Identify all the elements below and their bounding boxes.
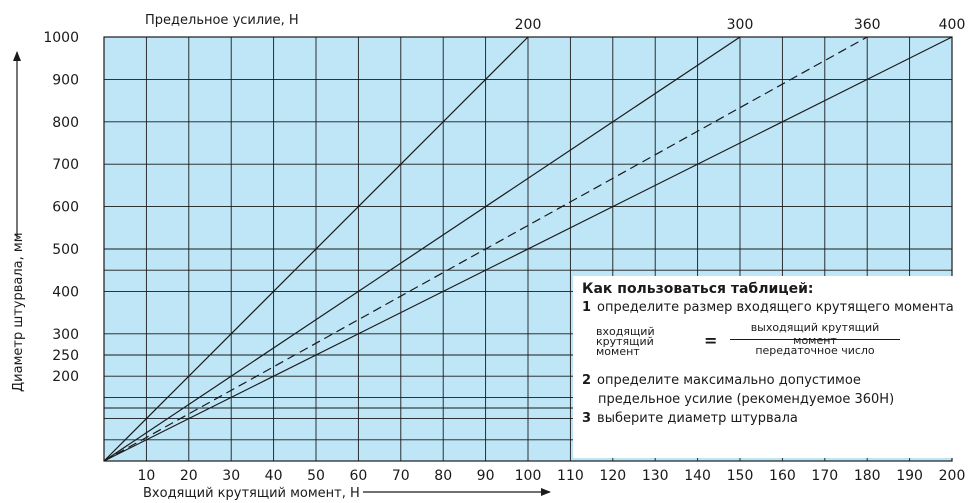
x-tick-10: 10: [137, 468, 155, 484]
x-tick-140: 140: [684, 468, 711, 484]
step-2-note: (рекомендуемое 360Н): [736, 392, 895, 407]
formula: входящий крутящий момент = выходящий кру…: [582, 319, 953, 367]
x-tick-20: 20: [180, 468, 198, 484]
step-1-text: определите размер входящего крутящего мо…: [597, 300, 954, 315]
y-tick-200: 200: [52, 369, 79, 385]
formula-lhs-line-2: крутящий: [596, 335, 654, 348]
x-tick-80: 80: [434, 468, 452, 484]
y-tick-600: 600: [52, 200, 79, 216]
y-tick-1000: 1000: [43, 30, 79, 46]
y-tick-400: 400: [52, 284, 79, 300]
x-tick-70: 70: [392, 468, 410, 484]
x-tick-130: 130: [642, 468, 669, 484]
formula-equals: =: [704, 331, 718, 350]
series-line-300: [103, 36, 741, 462]
x-tick-60: 60: [349, 468, 367, 484]
formula-denominator: передаточное число: [755, 344, 875, 357]
series-line-200: [103, 36, 529, 462]
x-tick-90: 90: [477, 468, 495, 484]
series-label-300: 300: [727, 17, 754, 33]
step-1-number: 1: [582, 300, 592, 315]
x-tick-100: 100: [515, 468, 542, 484]
x-tick-labels: 10 20 30 40 50 60 70 80 90 100 110 120 130 140 150 160 1…: [137, 468, 965, 484]
x-tick-50: 50: [307, 468, 325, 484]
formula-lhs: входящий крутящий момент: [596, 325, 655, 358]
series-line-400: [103, 36, 953, 462]
step-2-number: 2: [582, 373, 592, 388]
formula-lhs-line-3: момент: [596, 345, 640, 358]
instructions-box: Как пользоваться таблицей: 1 определите р…: [573, 276, 961, 458]
y-tick-500: 500: [52, 242, 79, 258]
step-3-text: выберите диаметр штурвала: [597, 411, 798, 426]
step-2-text-line-2: предельное усилие: [598, 392, 733, 407]
x-tick-120: 120: [599, 468, 626, 484]
step-2-text: определите максимально допустимое: [597, 373, 861, 388]
y-tick-700: 700: [52, 157, 79, 173]
series-line-360: [103, 36, 868, 462]
step-3: 3 выберите диаметр штурвала: [582, 409, 953, 428]
series-label-360: 360: [854, 17, 881, 33]
series-top-labels: 200 300 360 400: [515, 17, 966, 33]
top-axis-title: Предельное усилие, Н: [145, 13, 299, 28]
y-tick-800: 800: [52, 115, 79, 131]
formula-numerator: выходящий крутящий момент: [750, 321, 880, 347]
step-1: 1 определите размер входящего крутящего м…: [582, 298, 954, 317]
series-label-400: 400: [939, 17, 966, 33]
step-2: 2 определите максимально допустимое: [582, 371, 953, 390]
series-lines: [103, 36, 953, 462]
x-tick-40: 40: [265, 468, 283, 484]
formula-lhs-line-1: входящий: [596, 325, 655, 338]
plot-frame: [103, 36, 953, 462]
step-2-continued: предельное усилие (рекомендуемое 360Н): [582, 390, 953, 409]
y-tick-300: 300: [52, 327, 79, 343]
x-tick-110: 110: [557, 468, 584, 484]
y-axis-title: Диаметр штурвала, мм: [11, 232, 26, 392]
x-tick-30: 30: [222, 468, 240, 484]
y-tick-900: 900: [52, 72, 79, 88]
instructions-title: Как пользоваться таблицей:: [582, 281, 814, 297]
x-tick-170: 170: [811, 468, 838, 484]
x-tick-180: 180: [854, 468, 881, 484]
step-3-number: 3: [582, 411, 592, 426]
series-label-200: 200: [515, 17, 542, 33]
x-tick-200: 200: [939, 468, 966, 484]
formula-fraction-bar: [730, 339, 900, 340]
x-tick-160: 160: [769, 468, 796, 484]
x-tick-150: 150: [727, 468, 754, 484]
y-tick-labels: 200 250 300 400 500 600 700 800 900 1000: [43, 30, 79, 385]
x-tick-190: 190: [896, 468, 923, 484]
y-tick-250: 250: [52, 348, 79, 364]
x-axis-title: Входящий крутящий момент, Н: [143, 486, 360, 501]
